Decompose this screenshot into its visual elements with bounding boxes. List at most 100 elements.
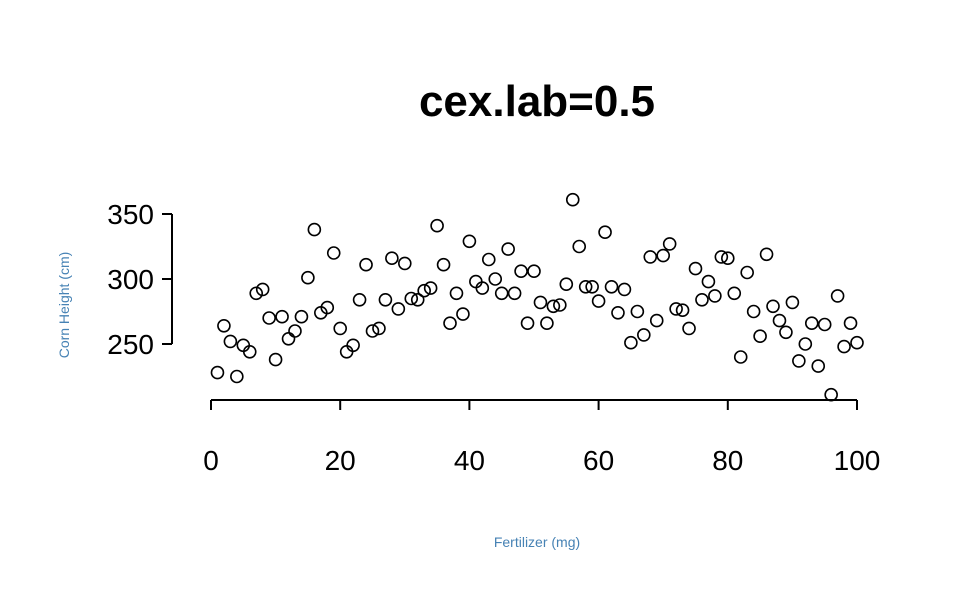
data-point [230,369,244,384]
data-point [630,304,645,319]
data-point [811,359,826,373]
data-point [372,321,386,336]
data-point [527,264,541,279]
data-point [572,239,587,254]
data-point [662,237,677,251]
data-point [637,328,651,342]
data-point [423,281,438,295]
data-point [469,274,483,289]
data-point [217,318,231,333]
data-point [333,321,348,336]
data-point [540,316,554,331]
data-point [404,291,419,306]
data-point [410,292,425,307]
x-tick-label: 100 [834,445,881,476]
data-point [417,283,431,298]
data-point [475,281,490,295]
data-point [255,282,270,297]
data-point [643,250,658,264]
data-point [481,252,496,267]
data-point [559,277,574,292]
data-point [804,316,819,331]
data-point [391,302,406,316]
data-point [733,350,748,364]
data-point [779,325,793,340]
data-point [708,289,722,303]
data-point [656,248,671,263]
data-point [772,313,787,328]
x-axis: 0 20 40 60 80 100 [203,399,881,476]
data-point [268,352,283,367]
data-point [462,234,477,249]
data-point [701,274,716,289]
data-point [385,251,399,266]
data-point [817,317,832,332]
data-points [210,192,864,402]
data-point [494,286,509,301]
data-point [720,251,735,266]
data-point [449,286,464,301]
data-point [430,218,444,233]
data-point [617,282,632,297]
data-point [604,279,619,294]
y-tick-label: 350 [107,199,154,230]
data-point [456,307,470,321]
data-point [611,305,625,320]
data-point [294,309,309,324]
data-point [436,257,451,272]
data-point [546,299,561,314]
data-point [798,337,813,351]
data-point [397,256,412,271]
data-point [488,272,503,286]
data-point [352,292,367,307]
data-point [785,295,800,310]
data-point [675,303,690,318]
data-point [714,250,729,264]
data-point [242,344,257,359]
data-point [553,298,567,312]
data-point [669,302,683,316]
data-point [501,242,515,256]
data-point [824,387,838,402]
data-point [443,316,457,331]
x-tick-label: 20 [325,445,356,476]
y-axis: 250 300 350 [107,199,173,360]
data-point [585,279,599,294]
data-point [236,338,251,353]
data-point [565,192,580,207]
data-point [275,309,289,324]
data-point [753,329,767,344]
data-point [578,279,593,294]
data-point [850,335,864,350]
chart-title: cex.lab=0.5 [419,77,655,126]
data-point [682,321,696,336]
data-point [766,299,780,314]
data-point [262,311,276,325]
data-point [339,344,354,359]
x-tick-label: 0 [203,445,219,476]
data-point [223,334,238,349]
data-point [288,324,302,338]
data-point [301,270,315,285]
data-point [378,292,393,307]
data-point [830,289,845,303]
y-tick-label: 250 [107,329,154,360]
x-axis-label: Fertilizer (mg) [494,534,580,550]
x-tick-label: 60 [583,445,614,476]
x-tick-label: 80 [712,445,743,476]
data-point [514,264,528,279]
x-tick-label: 40 [454,445,485,476]
data-point [688,261,703,276]
data-point [307,222,322,237]
data-point [727,286,742,301]
data-point [792,354,806,368]
data-point [746,304,761,319]
data-point [281,331,296,346]
data-point [326,246,341,260]
y-axis-label: Corn Height (cm) [56,252,72,359]
data-point [365,324,380,338]
data-point [591,294,606,308]
data-point [533,295,548,310]
data-point [210,365,225,380]
